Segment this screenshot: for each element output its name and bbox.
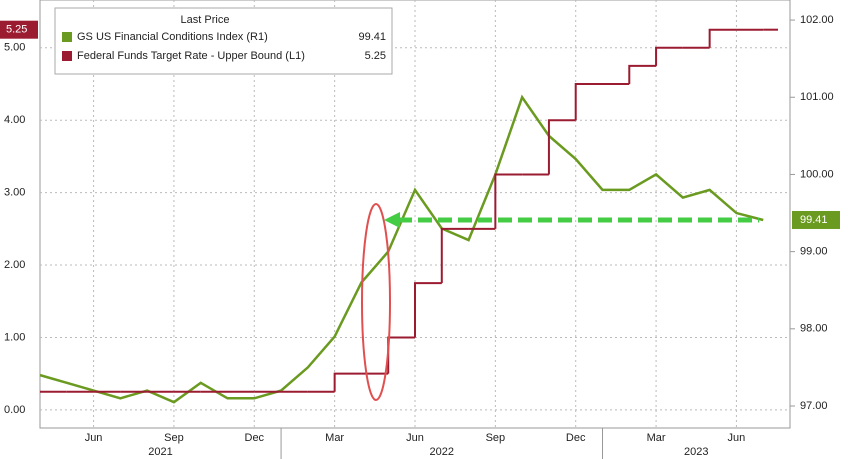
legend-value: 99.41 (358, 31, 386, 43)
x-tick-label: Mar (647, 432, 666, 444)
legend-swatch (62, 32, 72, 42)
step-segment (628, 64, 657, 85)
legend (54, 7, 393, 75)
x-tick-label: Jun (406, 432, 424, 444)
step-segment (494, 173, 523, 229)
last-value-label: 5.25 (6, 24, 27, 36)
step-segment (440, 227, 469, 284)
year-label: 2022 (430, 446, 454, 458)
x-tick-label: Dec (245, 432, 265, 444)
x-tick-label: Jun (728, 432, 746, 444)
x-tick-label: Sep (486, 432, 506, 444)
legend-label: GS US Financial Conditions Index (R1) (77, 31, 268, 43)
year-label: 2023 (684, 446, 708, 458)
y2-tick-label: 101.00 (800, 91, 834, 103)
last-value-label: 99.41 (800, 214, 828, 226)
y2-tick-label: 98.00 (800, 323, 828, 335)
arrow-head (384, 211, 400, 228)
y-tick-label: 5.00 (4, 42, 25, 54)
legend-title: Last Price (181, 14, 230, 26)
step-segment (414, 282, 442, 338)
last-value-badge (792, 210, 840, 229)
x-tick-label: Jun (85, 432, 103, 444)
step-segment (547, 119, 576, 175)
step-segment (655, 46, 683, 66)
legend-value: 5.25 (365, 50, 386, 62)
legend-swatch (62, 51, 72, 61)
legend-label: Federal Funds Target Rate - Upper Bound … (77, 50, 305, 62)
y-tick-label: 2.00 (4, 259, 25, 271)
y-tick-label: 4.00 (4, 114, 25, 126)
y2-tick-label: 97.00 (800, 400, 828, 412)
step-segment (708, 28, 737, 48)
y2-tick-label: 100.00 (800, 168, 834, 180)
last-value-badge (0, 20, 38, 39)
x-tick-label: Sep (164, 432, 184, 444)
step-segment (574, 83, 603, 121)
x-tick-label: Dec (566, 432, 586, 444)
y-tick-label: 3.00 (4, 187, 25, 199)
year-label: 2021 (148, 446, 172, 458)
highlight-ellipse (361, 203, 391, 401)
y2-tick-label: 102.00 (800, 14, 834, 26)
x-tick-label: Mar (325, 432, 344, 444)
step-segment (333, 372, 362, 392)
y-tick-label: 0.00 (4, 404, 25, 416)
y-tick-label: 1.00 (4, 331, 25, 343)
y2-tick-label: 99.00 (800, 246, 828, 258)
